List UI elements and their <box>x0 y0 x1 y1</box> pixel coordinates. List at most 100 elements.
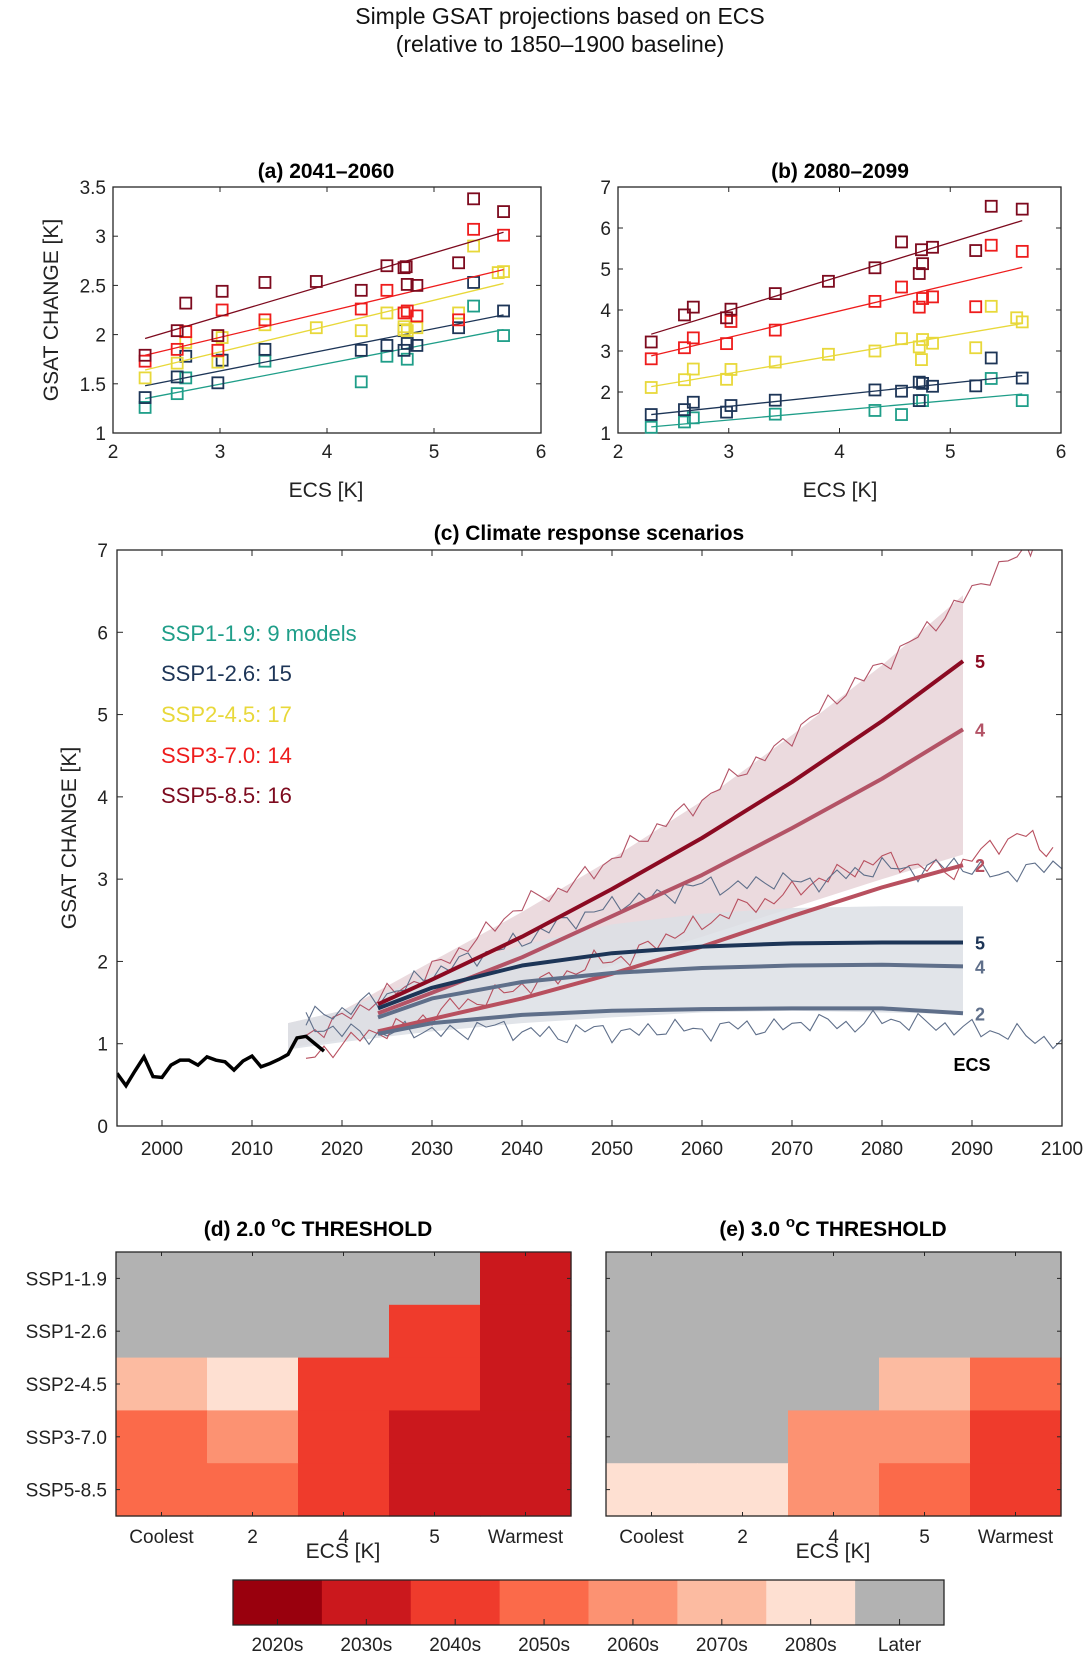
ecs-end-label: 2 <box>975 856 985 876</box>
colorbar-label: 2060s <box>607 1635 659 1654</box>
colorbar-label: 2040s <box>429 1635 481 1654</box>
y-tick-label: 7 <box>97 541 108 562</box>
data-point-ssp245 <box>915 353 928 367</box>
data-point-ssp585 <box>720 311 733 325</box>
heatmap-cell <box>879 1410 971 1464</box>
data-point-ssp119 <box>467 299 480 313</box>
y-tick-label: 4 <box>600 301 611 322</box>
heatmap-cell <box>788 1304 880 1359</box>
heatmap-cell <box>298 1357 390 1411</box>
panel-a-ylabel: GSAT CHANGE [K] <box>40 219 63 401</box>
data-point-ssp245 <box>397 323 411 337</box>
fit-line-ssp370 <box>144 269 504 356</box>
data-point-ssp126 <box>170 370 184 384</box>
y-tick-label: 2 <box>95 326 106 347</box>
data-point-ssp370 <box>258 313 272 327</box>
heatmap-cell <box>207 1410 299 1464</box>
panel-e-xlabel: ECS [K] <box>796 1540 871 1563</box>
panel-d-title-suffix: C THRESHOLD <box>281 1218 433 1241</box>
data-point-ssp370 <box>452 313 466 327</box>
x-tick-label: 2100 <box>1041 1139 1083 1160</box>
heatmap-cell <box>606 1463 698 1517</box>
heatmap-cell <box>879 1357 971 1411</box>
data-point-ssp126 <box>397 343 411 357</box>
heatmap-cell <box>788 1410 880 1464</box>
data-point-ssp585 <box>1015 202 1029 216</box>
heatmap-cell <box>116 1252 208 1306</box>
data-point-ssp126 <box>258 342 272 356</box>
column-label: 5 <box>429 1527 440 1548</box>
heatmap-cell <box>970 1410 1062 1464</box>
y-tick-label: 3 <box>95 227 106 248</box>
data-point-ssp126 <box>354 343 368 357</box>
data-point-ssp370 <box>354 302 368 316</box>
data-point-ssp585 <box>822 274 835 288</box>
data-point-ssp585 <box>179 296 193 310</box>
x-tick-label: 2080 <box>861 1139 903 1160</box>
heatmap-cell <box>207 1357 299 1411</box>
column-label: 2 <box>737 1527 748 1548</box>
colorbar-label: Later <box>878 1635 922 1654</box>
x-tick-label: 5 <box>429 442 440 463</box>
data-point-ssp119 <box>1015 394 1029 408</box>
data-point-ssp245 <box>309 321 323 335</box>
data-point-ssp585 <box>912 267 926 280</box>
data-point-ssp585 <box>497 205 510 219</box>
data-point-ssp126 <box>380 339 394 352</box>
data-point-ssp126 <box>984 351 998 365</box>
data-point-ssp126 <box>644 408 658 421</box>
data-point-ssp585 <box>211 329 225 342</box>
data-point-ssp370 <box>678 341 691 355</box>
data-point-ssp585 <box>686 300 700 314</box>
data-point-ssp370 <box>644 352 658 366</box>
heatmap-cell <box>389 1357 481 1411</box>
data-point-ssp370 <box>410 309 424 323</box>
data-point-ssp245 <box>984 299 998 313</box>
data-point-ssp126 <box>724 399 738 412</box>
data-point-ssp245 <box>170 356 184 370</box>
x-tick-label: 3 <box>215 442 226 463</box>
colorbar-label: 2080s <box>785 1635 837 1654</box>
column-label: 2 <box>247 1527 258 1548</box>
heatmap-cell <box>788 1357 880 1411</box>
panel-e-heatmap: Coolest 2 4 5 Warmest <box>605 1251 1062 1548</box>
panel-a-xlabel: ECS [K] <box>289 479 364 502</box>
data-point-ssp585 <box>170 324 184 338</box>
legend-item-ssp126: SSP1-2.6: 15 <box>161 661 292 686</box>
data-point-ssp119 <box>644 420 658 434</box>
data-point-ssp245 <box>868 344 882 358</box>
heatmap-cell <box>480 1304 572 1359</box>
y-tick-label: 2.5 <box>80 276 106 297</box>
data-point-ssp370 <box>497 228 510 242</box>
data-point-ssp126 <box>720 405 733 419</box>
data-point-ssp245 <box>644 381 658 394</box>
data-point-ssp370 <box>1015 244 1029 258</box>
heatmap-cell <box>879 1463 971 1517</box>
ecs-line-low-4 <box>377 962 964 1020</box>
data-point-ssp585 <box>895 235 908 249</box>
colorbar-swatch <box>321 1580 412 1625</box>
y-tick-label: 7 <box>600 178 611 199</box>
data-point-ssp126 <box>768 393 782 407</box>
data-point-ssp126 <box>400 337 414 350</box>
x-tick-label: 4 <box>834 442 845 463</box>
panel-d-degree: o <box>271 1214 280 1231</box>
data-point-ssp126 <box>215 353 229 367</box>
data-point-ssp370 <box>916 292 929 305</box>
heatmap-cell <box>697 1357 789 1411</box>
colorbar-label: 2050s <box>518 1635 570 1654</box>
heatmap-cell <box>116 1463 208 1517</box>
axes-frame <box>116 549 1063 1127</box>
panel-d-title: (d) 2.0 oC THRESHOLD <box>204 1214 433 1241</box>
data-point-ssp370 <box>380 283 394 297</box>
y-tick-label: 1 <box>95 424 106 445</box>
y-tick-label: 3.5 <box>80 178 106 199</box>
heatmap-cell <box>606 1357 698 1411</box>
data-point-ssp585 <box>467 192 480 206</box>
column-label: 4 <box>828 1527 839 1548</box>
x-tick-label: 3 <box>723 442 734 463</box>
colorbar-swatch <box>855 1580 945 1625</box>
data-point-ssp119 <box>170 387 184 401</box>
x-tick-label: 6 <box>1056 442 1067 463</box>
